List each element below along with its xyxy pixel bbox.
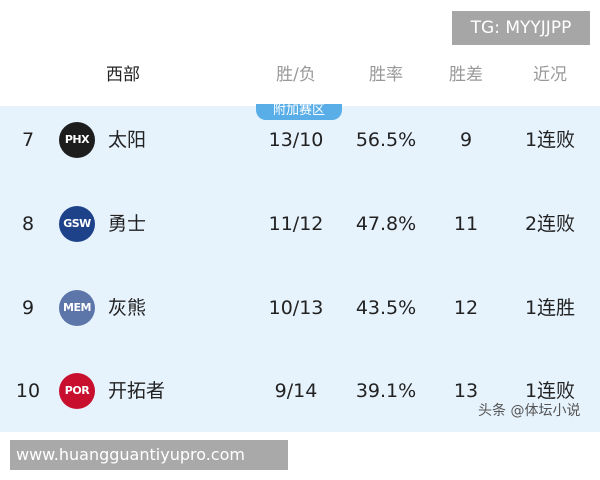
header-wl: 胜/负	[276, 65, 316, 85]
team-name: 开拓者	[108, 380, 166, 402]
team-name: 太阳	[108, 129, 147, 151]
header-gb: 胜差	[449, 65, 483, 85]
streak: 1连败	[524, 129, 576, 151]
win-pct: 39.1%	[355, 380, 417, 402]
games-behind: 9	[459, 129, 473, 151]
team-logo-icon: POR	[59, 373, 95, 409]
win-loss: 9/14	[274, 380, 318, 402]
games-behind: 13	[453, 380, 479, 402]
team-logo-icon: MEM	[59, 290, 95, 326]
rank: 10	[15, 380, 41, 402]
rank: 8	[21, 213, 35, 235]
win-pct: 47.8%	[355, 213, 417, 235]
games-behind: 11	[453, 213, 479, 235]
standings-row[interactable]: 7 PHX 太阳 13/10 56.5% 9 1连败	[0, 120, 600, 160]
header-streak: 近况	[533, 65, 567, 85]
win-pct: 56.5%	[355, 129, 417, 151]
watermark-url: www.huangguantiyupro.com	[10, 440, 288, 470]
watermark-tg: TG: MYYJJPP	[452, 11, 590, 45]
win-loss: 13/10	[268, 129, 324, 151]
standings-row[interactable]: 8 GSW 勇士 11/12 47.8% 11 2连败	[0, 204, 600, 244]
rank: 7	[21, 129, 35, 151]
rank: 9	[21, 297, 35, 319]
team-logo-icon: GSW	[59, 206, 95, 242]
play-in-zone	[0, 106, 600, 432]
standings-row[interactable]: 9 MEM 灰熊 10/13 43.5% 12 1连胜	[0, 288, 600, 328]
team-name: 灰熊	[108, 297, 147, 319]
header-conference: 西部	[106, 65, 140, 85]
streak: 1连胜	[524, 297, 576, 319]
win-pct: 43.5%	[355, 297, 417, 319]
watermark-source: 头条 @体坛小说	[478, 403, 581, 419]
team-name: 勇士	[108, 213, 147, 235]
win-loss: 10/13	[268, 297, 324, 319]
streak: 2连败	[524, 213, 576, 235]
team-logo-icon: PHX	[59, 122, 95, 158]
play-in-badge: 附加赛区	[256, 104, 342, 120]
standings-row[interactable]: 10 POR 开拓者 9/14 39.1% 13 1连败	[0, 371, 600, 411]
header-pct: 胜率	[369, 65, 403, 85]
streak: 1连败	[524, 380, 576, 402]
win-loss: 11/12	[268, 213, 324, 235]
games-behind: 12	[453, 297, 479, 319]
